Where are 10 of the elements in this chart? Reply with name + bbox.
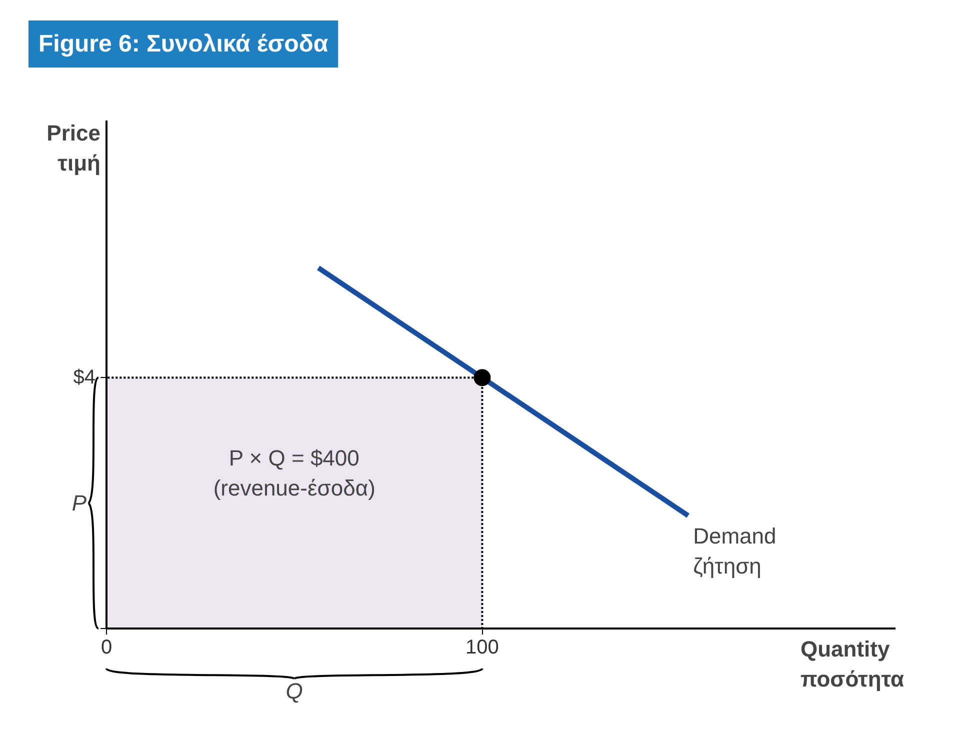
x-tick-label: 100 [466,636,499,658]
chart-title: Figure 6: Συνολικά έσοδα [38,30,328,58]
text: P [72,490,87,516]
text: Q [286,678,303,704]
y-tick-label: $4 [73,366,96,389]
y-axis-title: Price τιμή [46,120,101,176]
x-tick-label: 0 [100,636,112,658]
x-axis-title: Quantity ποσότητα [800,636,905,692]
annotation: P × Q = $400 (revenue-έσοδα) [213,445,376,500]
series-label: Demand ζήτηση [693,524,776,579]
